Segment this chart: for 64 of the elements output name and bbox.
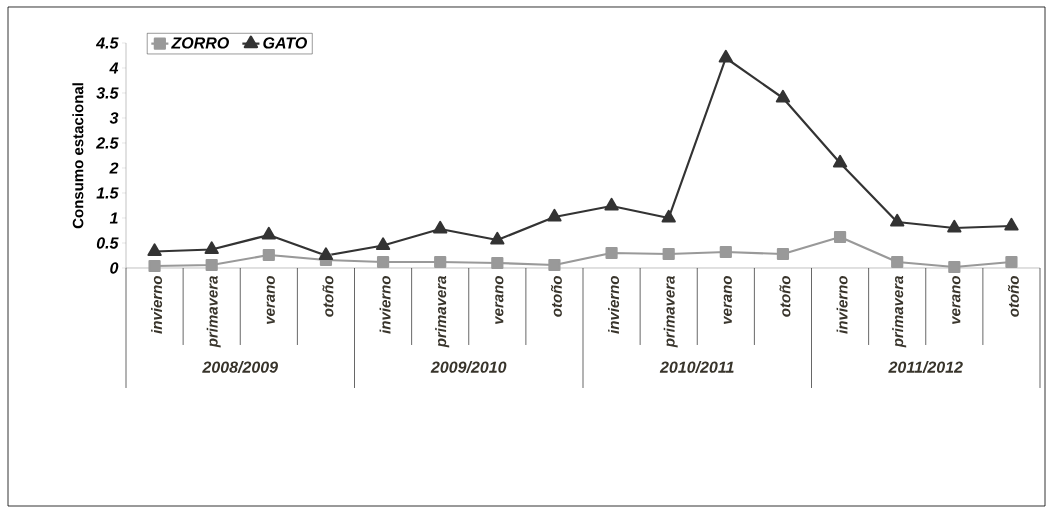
x-tick-label: otoño	[550, 276, 562, 317]
text: 2009/2010	[430, 361, 507, 373]
point	[262, 248, 275, 262]
x-tick-label: otoño	[779, 276, 791, 317]
x-tick-label: otoño	[1007, 276, 1019, 317]
point	[318, 247, 334, 261]
y-tick-label: 3.5	[96, 87, 119, 99]
point	[833, 230, 847, 244]
point	[948, 260, 961, 274]
point	[490, 231, 505, 245]
point	[718, 49, 733, 63]
point	[1004, 217, 1019, 231]
y-tick-label: 4.5	[95, 37, 119, 49]
point	[776, 247, 790, 261]
point	[204, 241, 219, 255]
point	[775, 89, 791, 103]
point	[719, 245, 732, 259]
x-tick-label: invierno	[836, 276, 848, 334]
text: 2008/2009	[202, 361, 278, 373]
point	[434, 255, 447, 269]
point	[548, 258, 561, 272]
x-tick-label: primavera	[663, 275, 678, 348]
point	[547, 208, 562, 222]
point	[376, 255, 390, 269]
x-tick-label: primavera	[435, 275, 450, 348]
x-tick-label: verano	[723, 276, 732, 324]
y-tick-label: 0	[110, 262, 119, 274]
y-tick-label: 0.5	[96, 237, 119, 249]
x-tick-label: otoño	[322, 276, 334, 317]
point	[148, 259, 161, 273]
text: 2010/2011	[659, 361, 734, 373]
y-tick-label: 3	[109, 112, 119, 124]
legend-label: GATO	[263, 37, 308, 49]
x-tick-label: invierno	[379, 276, 391, 334]
x-tick-label: primavera	[892, 275, 907, 348]
point	[433, 220, 448, 234]
point	[261, 226, 276, 240]
x-tick-label: verano	[952, 276, 961, 324]
legend-label: ZORRO	[171, 37, 229, 49]
y-tick-label: 1	[109, 212, 118, 224]
text: 2011/2012	[888, 361, 963, 373]
x-tick-label: invierno	[608, 276, 620, 334]
y-tick-label: 2	[109, 162, 119, 174]
point	[491, 256, 504, 270]
point	[604, 197, 619, 211]
x-tick-label: verano	[495, 276, 504, 324]
point	[947, 219, 962, 233]
point	[662, 247, 675, 261]
y-tick-label: 1.5	[96, 187, 119, 199]
point	[375, 237, 391, 251]
x-tick-label: verano	[266, 276, 275, 324]
x-tick-label: invierno	[151, 276, 163, 334]
point	[205, 258, 218, 272]
point	[147, 243, 162, 257]
x-tick-label: primavera	[206, 275, 221, 348]
point	[890, 213, 905, 227]
y-tick-label: 2.5	[95, 137, 119, 149]
y-axis-title: Consumo estacional	[72, 83, 84, 229]
point	[891, 255, 904, 269]
point	[605, 246, 618, 260]
point	[832, 154, 848, 168]
y-tick-label: 4	[109, 62, 119, 74]
point	[661, 209, 676, 223]
point	[1005, 255, 1018, 269]
